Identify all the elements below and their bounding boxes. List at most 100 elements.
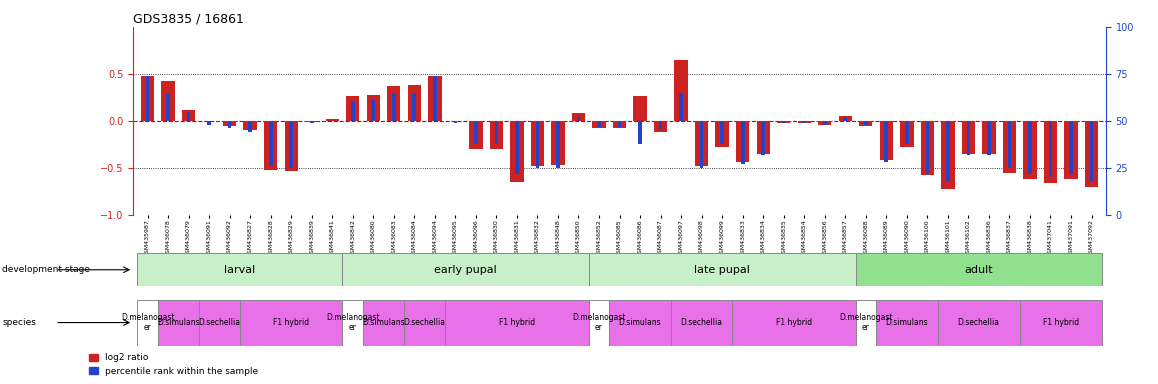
- Text: D.sechellia: D.sechellia: [404, 318, 446, 327]
- Bar: [290, 121, 293, 168]
- Bar: [469, 121, 483, 149]
- Bar: [511, 121, 523, 182]
- Bar: [880, 121, 893, 161]
- Text: species: species: [2, 318, 36, 327]
- Bar: [572, 113, 585, 121]
- Bar: [141, 76, 154, 121]
- Bar: [856, 253, 1101, 286]
- Bar: [782, 121, 785, 123]
- Bar: [515, 121, 519, 174]
- Bar: [736, 121, 749, 162]
- Bar: [859, 121, 872, 126]
- Bar: [146, 76, 149, 121]
- Text: F1 hybrid: F1 hybrid: [499, 318, 535, 327]
- Bar: [802, 121, 806, 123]
- Bar: [1043, 121, 1057, 183]
- Bar: [408, 85, 422, 121]
- Text: D.melanogast
er: D.melanogast er: [327, 313, 380, 332]
- Text: D.melanogast
er: D.melanogast er: [840, 313, 893, 332]
- Bar: [454, 121, 457, 123]
- Bar: [138, 253, 343, 286]
- Text: adult: adult: [965, 265, 992, 275]
- Bar: [387, 86, 401, 121]
- Bar: [264, 121, 277, 170]
- Bar: [921, 121, 935, 175]
- Bar: [474, 121, 478, 144]
- Bar: [659, 121, 662, 130]
- Bar: [367, 94, 380, 121]
- Bar: [310, 121, 314, 123]
- Bar: [695, 121, 709, 166]
- Bar: [818, 121, 831, 125]
- Bar: [741, 121, 745, 164]
- Bar: [285, 121, 298, 171]
- Bar: [654, 121, 667, 132]
- Bar: [305, 121, 318, 122]
- Bar: [404, 300, 445, 346]
- Bar: [856, 300, 877, 346]
- Text: late pupal: late pupal: [694, 265, 750, 275]
- Text: D.simulans: D.simulans: [157, 318, 199, 327]
- Bar: [877, 300, 938, 346]
- Bar: [240, 300, 343, 346]
- Bar: [186, 111, 190, 121]
- Bar: [843, 117, 848, 121]
- Legend: log2 ratio, percentile rank within the sample: log2 ratio, percentile rank within the s…: [86, 350, 262, 379]
- Bar: [593, 121, 606, 129]
- Bar: [699, 121, 703, 168]
- Bar: [946, 121, 950, 181]
- Text: D.simulans: D.simulans: [618, 318, 661, 327]
- Bar: [588, 300, 609, 346]
- Bar: [1064, 121, 1078, 179]
- Bar: [228, 121, 232, 129]
- Bar: [756, 121, 770, 154]
- Bar: [325, 119, 339, 121]
- Bar: [900, 121, 914, 147]
- Bar: [433, 76, 437, 121]
- Bar: [346, 96, 359, 121]
- Bar: [638, 121, 642, 144]
- Text: D.melanogast
er: D.melanogast er: [572, 313, 625, 332]
- Text: larval: larval: [225, 265, 256, 275]
- Bar: [588, 253, 856, 286]
- Bar: [391, 93, 396, 121]
- Text: development stage: development stage: [2, 265, 90, 274]
- Bar: [536, 121, 540, 168]
- Bar: [1090, 121, 1093, 181]
- Bar: [720, 121, 724, 144]
- Bar: [823, 121, 827, 125]
- Bar: [138, 300, 157, 346]
- Bar: [761, 121, 765, 155]
- Bar: [1049, 121, 1053, 177]
- Bar: [428, 76, 441, 121]
- Bar: [906, 121, 909, 144]
- Bar: [1028, 121, 1032, 174]
- Bar: [372, 100, 375, 121]
- Bar: [551, 121, 565, 165]
- Bar: [494, 121, 498, 144]
- Bar: [716, 121, 728, 147]
- Bar: [1085, 121, 1098, 187]
- Bar: [962, 121, 975, 154]
- Bar: [674, 60, 688, 121]
- Bar: [207, 121, 211, 125]
- Bar: [1024, 121, 1036, 179]
- Bar: [199, 300, 240, 346]
- Text: D.sechellia: D.sechellia: [958, 318, 999, 327]
- Bar: [157, 300, 199, 346]
- Bar: [982, 121, 996, 154]
- Bar: [613, 121, 626, 129]
- Bar: [577, 117, 580, 121]
- Bar: [243, 121, 257, 130]
- Bar: [967, 121, 970, 155]
- Text: GDS3835 / 16861: GDS3835 / 16861: [133, 13, 244, 26]
- Bar: [161, 81, 175, 121]
- Bar: [351, 102, 354, 121]
- Text: F1 hybrid: F1 hybrid: [273, 318, 309, 327]
- Bar: [445, 300, 588, 346]
- Bar: [1003, 121, 1016, 173]
- Bar: [838, 116, 852, 121]
- Text: early pupal: early pupal: [434, 265, 497, 275]
- Bar: [941, 121, 954, 189]
- Bar: [182, 110, 196, 121]
